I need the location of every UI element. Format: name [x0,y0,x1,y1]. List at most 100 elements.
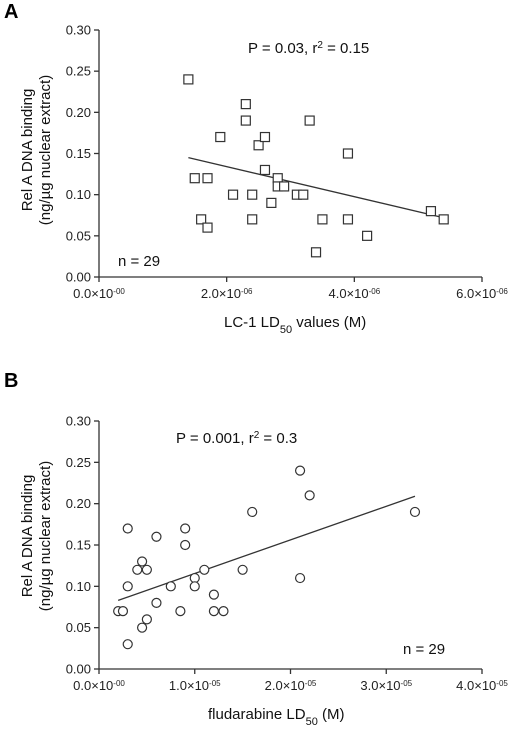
panel-a-xlabel-main: LC-1 LD [224,314,280,331]
panel-b-stats: P = 0.001, r2 = 0.3 [176,430,297,448]
panel-a-plot-area: 0.00 0.05 0.10 0.15 0.20 0.25 0.30 0.0×10-00 2.0… [66,23,509,302]
panel-a-data-point [183,74,194,85]
panel-b-stat-r-val: = 0.3 [259,430,297,447]
panel-a-data-point [202,173,213,184]
panel-a-xlabel-sub: 50 [280,324,292,336]
panel-b-y-tick-label: 0.10 [66,579,91,594]
panel-b-stat-r-exp: 2 [254,430,260,441]
panel-a-ylabel-line2: (ng/µg nuclear extract) [37,75,54,225]
panel-b-y-tick-label: 0.15 [66,538,91,553]
panel-a-stats: P = 0.03, r2 = 0.15 [248,40,369,58]
panel-a-data-point [298,189,309,200]
panel-a-xlabel-tail: values (M) [292,314,366,331]
panel-a-data-point [247,214,258,225]
panel-b-x-tick-label: 0.0×10-00 [73,678,125,693]
panel-b-data-point [165,581,176,592]
panel-a-data-point [215,131,226,143]
panel-a-ylabel: Rel A DNA binding (ng/µg nuclear extract… [19,75,54,225]
panel-a-data-point [259,131,271,143]
panel-b-x-tick-label: 3.0×10-05 [360,678,412,693]
panel-a-fit-line [188,156,444,219]
panel-b-data-point [175,606,186,617]
panel-b-x-tick-label: 1.0×10-05 [169,678,221,693]
panel-b-y-tick-label: 0.30 [66,414,91,429]
panel-b-data-point [180,539,191,551]
panel-a-y-tick-label: 0.00 [66,270,91,285]
panel-b-x-tick-label: 2.0×10-05 [265,678,317,693]
panel-b-data-point [141,614,152,625]
panel-a-data-point [342,148,354,159]
panel-b-data-point [189,581,200,592]
panel-b-data-point [122,581,133,592]
panel-a-y-tick-label: 0.10 [66,187,91,202]
panel-b-data-point [151,597,162,608]
panel-b-ylabel: Rel A DNA binding (ng/µg nuclear extract… [19,461,54,611]
panel-a-data-point [266,197,277,208]
panel-a-x-tick-label: 6.0×10-06 [456,286,508,301]
panel-b-data-point [294,465,306,476]
panel-b-data-point [304,490,315,501]
panel-a-stat-r-exp: 2 [317,40,323,51]
panel-a-n-label: n = 29 [118,253,160,270]
panel-b-xlabel: fludarabine LD50 (M) [208,706,344,728]
panel-b-data-point [117,606,129,617]
panel-a-x-tick-label: 2.0×10-06 [201,286,253,301]
panel-a-x-tick-label: 4.0×10-06 [328,286,380,301]
panel-b-data-point [151,531,162,542]
panel-b-xlabel-main: fludarabine LD [208,706,306,723]
panel-b-y-tick-label: 0.20 [66,496,91,511]
panel-a-data-point [304,115,315,126]
panel-b-data-point [409,506,421,518]
panel-a-data-point [425,206,437,217]
panel-b-data-point [122,523,133,534]
panel-b-data-point [122,639,133,650]
panel-a-data-point [227,189,239,200]
panel-a-y-tick-label: 0.30 [66,23,91,38]
panel-b-data-point [294,572,306,584]
panel-b-data-point [141,564,152,575]
panel-a-data-point [196,214,207,225]
panel-b-data-point [237,564,248,575]
panel-a-letter: A [4,1,18,23]
panel-a-data-point [240,98,251,110]
panel-a-data-point [317,214,328,225]
panel-a-data-point [310,247,322,258]
panel-a-data-point [247,189,258,200]
panel-b-xlabel-tail: (M) [318,706,345,723]
panel-b-fit-line [117,495,416,601]
panel-b-data-point [136,622,148,633]
panel-a-data-point [202,222,213,233]
panel-a-stat-r-val: = 0.15 [323,40,369,57]
panel-b-data-point [199,564,210,575]
panel-a-data-point [240,115,251,126]
panel-b-data-point [180,523,191,534]
panel-b-ylabel-line2: (ng/µg nuclear extract) [37,461,54,611]
panel-a-x-tick-label: 0.0×10-00 [73,286,125,301]
panel-a-data-point [259,164,271,176]
panel-a-stat-p: P = 0.03, r [248,40,317,57]
panel-b-data-point [136,556,148,567]
panel-b-data-point [208,589,219,600]
panel-a-y-tick-label: 0.15 [66,146,91,161]
panel-b: B Rel A DNA binding (ng/µg nuclear extra… [4,370,508,728]
panel-a-data-point [279,181,290,192]
panel-b-plot-area: 0.00 0.05 0.10 0.15 0.20 0.25 0.30 0.0×10-00 1.0… [66,414,509,694]
panel-b-y-tick-label: 0.25 [66,455,91,470]
panel-b-data-point [218,606,229,617]
panel-b-y-tick-label: 0.05 [66,620,91,635]
panel-b-xlabel-sub: 50 [306,716,318,728]
panel-a-xlabel: LC-1 LD50 values (M) [224,314,366,336]
panel-a-data-point [362,230,373,241]
panel-b-data-point [208,606,219,617]
panel-a-data-point [189,173,200,184]
panel-b-y-tick-label: 0.00 [66,662,91,677]
panel-a-y-tick-label: 0.20 [66,105,91,120]
panel-b-ylabel-line1: Rel A DNA binding [19,475,36,598]
panel-a: A Rel A DNA binding (ng/µg nuclear extra… [4,1,508,336]
panel-b-x-tick-label: 4.0×10-05 [456,678,508,693]
panel-b-letter: B [4,370,18,392]
panel-a-y-tick-label: 0.05 [66,228,91,243]
panel-a-data-point [253,140,264,151]
panel-b-stat-p: P = 0.001, r [176,430,254,447]
